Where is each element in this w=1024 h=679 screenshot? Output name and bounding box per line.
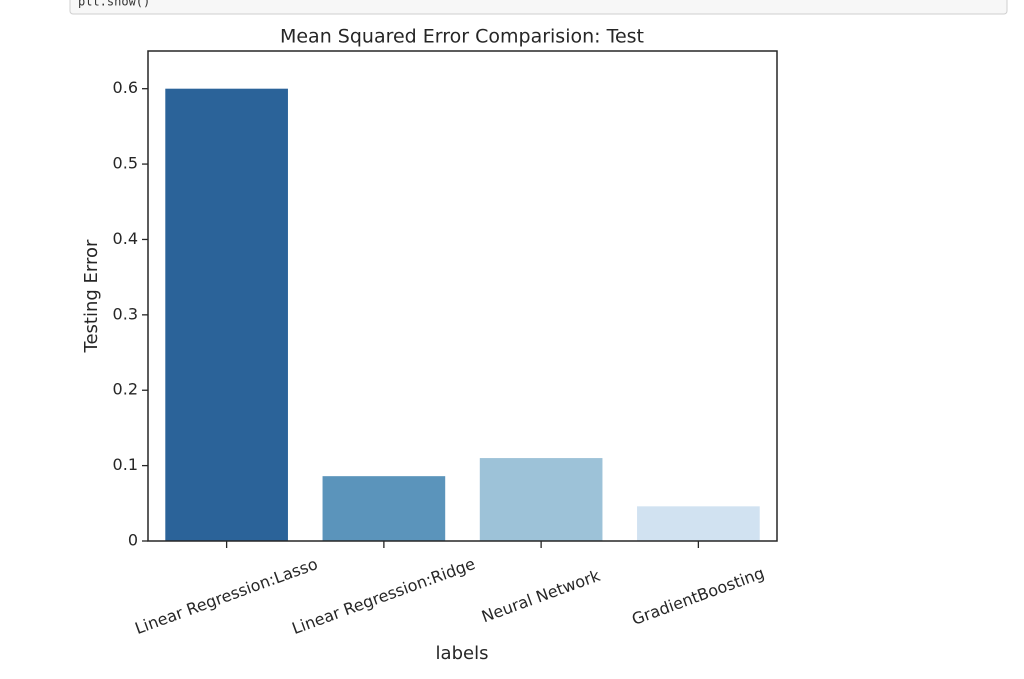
code-cell[interactable] <box>69 0 1008 15</box>
y-tick-label: 0.5 <box>113 154 138 173</box>
bar <box>479 458 603 541</box>
y-tick-label: 0.2 <box>113 380 138 399</box>
y-tick-label: 0.1 <box>113 455 138 474</box>
y-tick-label: 0 <box>128 531 138 550</box>
bar <box>322 476 446 541</box>
x-tick-label: GradientBoosting <box>629 563 767 629</box>
y-tick-label: 0.4 <box>113 229 138 248</box>
y-axis-label: Testing Error <box>81 239 102 353</box>
x-tick-label: Neural Network <box>479 566 603 627</box>
bar <box>637 506 760 541</box>
y-tick-label: 0.3 <box>113 304 138 323</box>
bar <box>165 88 288 541</box>
plot-frame <box>147 50 778 542</box>
code-text: plt.show() <box>78 0 150 9</box>
chart-title: Mean Squared Error Comparision: Test <box>280 26 644 48</box>
y-tick-label: 0.6 <box>113 78 138 97</box>
x-axis-label: labels <box>436 643 489 664</box>
